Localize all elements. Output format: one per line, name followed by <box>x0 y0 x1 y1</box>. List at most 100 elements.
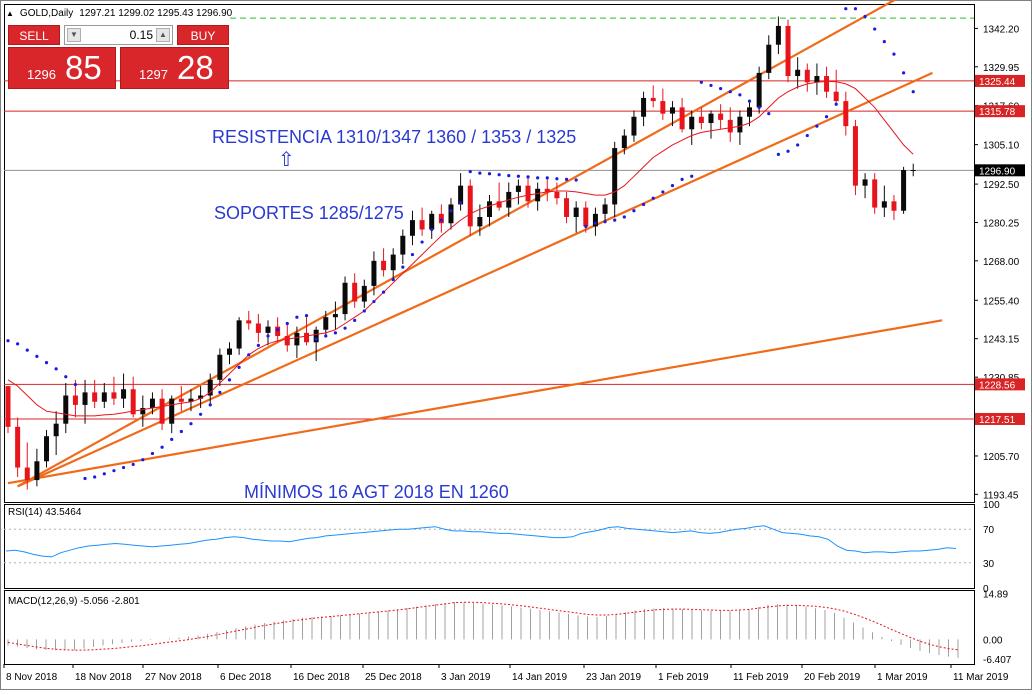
sar-dot <box>796 143 800 147</box>
ask-price-button[interactable]: 1297 28 <box>120 47 229 89</box>
buy-button[interactable]: BUY <box>177 25 229 45</box>
lot-size-input[interactable] <box>85 27 153 43</box>
sar-dot <box>35 354 39 358</box>
candle-body <box>747 107 753 117</box>
y-tick-label: 1193.45 <box>983 490 1019 501</box>
candle-body <box>669 107 675 114</box>
sar-dot <box>728 90 732 94</box>
candle-body <box>872 179 878 208</box>
candle-body <box>313 329 319 343</box>
sar-dot <box>901 71 906 75</box>
sar-dot <box>882 39 886 44</box>
sar-dot <box>237 365 241 369</box>
candle-body <box>775 25 781 45</box>
minimos-annotation: MÍNIMOS 16 AGT 2018 EN 1260 <box>244 482 509 502</box>
sar-dot <box>699 80 703 84</box>
sar-dot <box>497 173 501 177</box>
candle-body <box>910 170 916 171</box>
candle-body <box>727 119 733 133</box>
candle-body <box>689 116 695 130</box>
sar-dot <box>680 177 684 181</box>
x-tick-label: 6 Dec 2018 <box>220 672 272 683</box>
sell-button[interactable]: SELL <box>8 25 60 45</box>
sar-dot <box>584 224 588 228</box>
candle-body <box>294 332 300 346</box>
sar-dot <box>555 177 559 181</box>
collapse-triangle-icon[interactable]: ▲ <box>6 9 14 18</box>
moving-average-line <box>7 80 914 417</box>
candle-body <box>226 348 232 355</box>
macd-histogram-group <box>7 602 959 658</box>
lot-increase-icon[interactable]: ▲ <box>156 28 170 42</box>
sar-dot <box>131 462 135 467</box>
candle-body <box>82 392 88 405</box>
y-tick-label: 1329.95 <box>983 63 1020 74</box>
bid-price-button[interactable]: 1296 85 <box>8 47 116 89</box>
sar-dot <box>333 331 338 335</box>
candle-body <box>573 207 579 217</box>
sar-dot <box>6 339 10 343</box>
sar-dot <box>73 382 78 387</box>
candle-body <box>130 389 136 415</box>
sar-dot <box>285 321 289 326</box>
candle-body <box>429 213 435 230</box>
sar-dot <box>54 367 58 371</box>
sar-dot <box>93 475 97 479</box>
ohlc-values: 1297.21 1299.02 1295.43 1296.90 <box>79 8 233 19</box>
candle-body <box>265 326 271 333</box>
sar-dot <box>247 353 251 357</box>
lot-decrease-icon[interactable]: ▼ <box>67 28 81 42</box>
x-tick-label: 11 Feb 2019 <box>733 672 789 683</box>
sar-dot <box>516 174 520 178</box>
y-tick-label: 1305.10 <box>983 141 1020 152</box>
y-tick-label: 1205.70 <box>983 452 1020 463</box>
sar-dot <box>381 290 386 294</box>
x-tick-label: 25 Dec 2018 <box>365 672 422 683</box>
candle-body <box>458 185 464 205</box>
sar-dot <box>719 86 723 91</box>
sar-dot <box>439 218 443 222</box>
candle-body <box>602 204 608 214</box>
candle-body <box>650 97 656 102</box>
candle-body <box>487 201 492 217</box>
candle-body <box>583 207 589 227</box>
candle-body <box>121 389 127 399</box>
candle-body <box>477 216 483 227</box>
sar-dot <box>613 218 617 222</box>
y-tick-label: 1342.20 <box>983 24 1020 35</box>
sar-dot <box>353 318 357 322</box>
sar-dot <box>44 361 49 365</box>
candle-body <box>833 91 839 102</box>
y-tick-label: 1255.40 <box>983 296 1020 307</box>
candle-body <box>881 201 887 208</box>
sar-dot <box>208 403 212 407</box>
sar-dot <box>314 337 318 341</box>
candle-body <box>660 101 666 114</box>
sar-dot <box>121 465 126 470</box>
candle-body <box>554 191 560 199</box>
sar-dot <box>911 90 915 94</box>
candle-body <box>24 467 30 481</box>
candle-body <box>766 44 772 73</box>
candle-body <box>304 332 310 343</box>
candle-body <box>544 188 550 192</box>
candle-body <box>72 395 78 405</box>
resistencia-annotation: RESISTENCIA 1310/1347 1360 / 1353 / 1325 <box>212 127 576 147</box>
sar-dot <box>526 175 530 179</box>
sar-dot <box>401 265 405 269</box>
sar-dot <box>738 93 742 97</box>
sar-dot <box>324 334 328 338</box>
x-tick-label: 27 Nov 2018 <box>145 672 202 683</box>
sar-dot <box>651 196 655 200</box>
candle-body <box>698 116 704 124</box>
candle-body <box>795 69 801 77</box>
lot-size-stepper[interactable]: ▼ ▲ <box>64 25 173 45</box>
candle-body <box>101 392 107 402</box>
rsi-line <box>5 525 957 558</box>
candle-body <box>217 354 223 380</box>
macd-y-tick-label: 0.00 <box>983 635 1003 646</box>
candle-body <box>284 336 290 346</box>
sar-dot <box>824 115 829 119</box>
